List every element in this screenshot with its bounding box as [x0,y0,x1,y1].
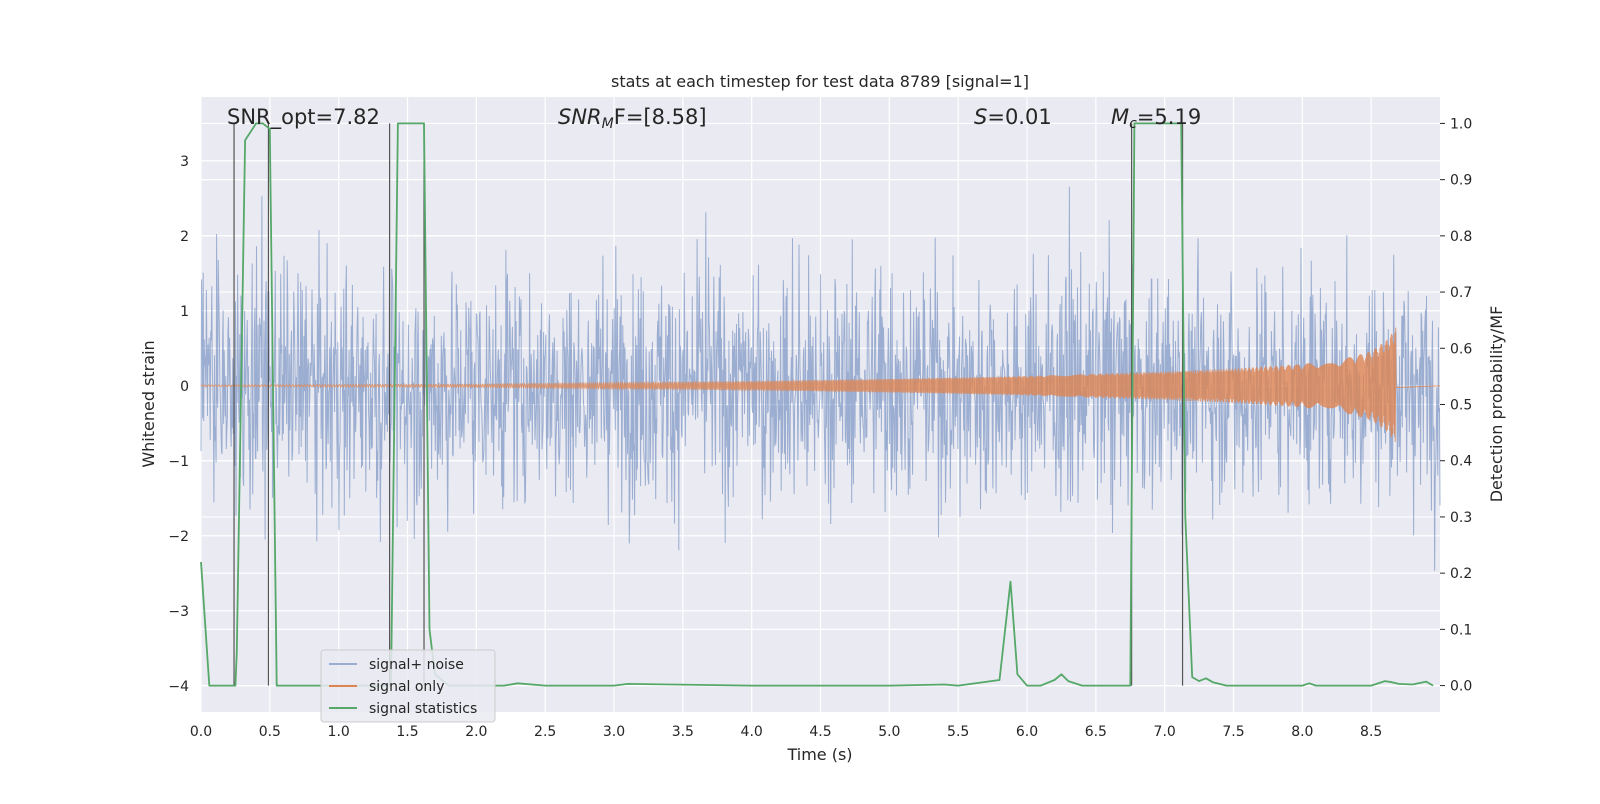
legend-label-signal-statistics: signal statistics [369,701,477,717]
annotation-snr-mf: SNRMF=[8.58] [558,105,707,132]
x-tick-label: 3.0 [603,724,625,740]
y-right-tick-label: 0.1 [1450,622,1472,638]
annotation-s-italic: S [974,105,987,129]
y-tick-label: 3 [180,154,189,170]
legend-label-signal-noise: signal+ noise [369,657,464,673]
y-right-tick-label: 0.3 [1450,510,1472,526]
signal-noise-line [200,186,1441,571]
annotation-s: S=0.01 [974,105,1052,129]
annotation-mc-sub: c [1129,116,1137,132]
y-tick-label: −3 [168,604,189,620]
x-tick-label: 0.0 [190,724,212,740]
annotation-snr-mf-sub: M [602,116,614,132]
y-right-tick-label: 0.2 [1450,566,1472,582]
chart-title: stats at each timestep for test data 878… [611,72,1029,91]
series-signal-noise [200,186,1441,571]
y-axis-label: Whitened strain [139,340,158,467]
y-tick-labels: −4 −3 −2 −1 0 1 2 3 [168,154,189,695]
y-right-tick-label: 0.5 [1450,398,1472,414]
annotation-snr-mf-rest: F=[8.58] [614,105,707,129]
x-tick-label: 6.0 [1016,724,1038,740]
x-tick-label: 8.0 [1291,724,1313,740]
annotation-mc-rest: =5.19 [1137,105,1201,129]
x-tick-label: 2.0 [465,724,487,740]
x-tick-label: 7.0 [1154,724,1176,740]
annotation-mc: Mc=5.19 [1111,105,1201,132]
x-tick-label: 4.0 [741,724,763,740]
y-tick-label: 2 [180,229,189,245]
x-tick-label: 1.0 [328,724,350,740]
annotation-mc-italic: M [1111,105,1129,129]
x-tick-label: 5.0 [878,724,900,740]
y-tick-label: −1 [168,454,189,470]
annotation-s-rest: =0.01 [987,105,1051,129]
y-tick-label: 0 [180,379,189,395]
y-right-tick-labels: 0.0 0.1 0.2 0.3 0.4 0.5 0.6 0.7 0.8 0.9 1.0 [1440,116,1472,695]
x-tick-label: 3.5 [672,724,694,740]
y-right-tick-label: 0.4 [1450,454,1472,470]
x-tick-label: 2.5 [534,724,556,740]
y-right-tick-label: 0.6 [1450,341,1472,357]
x-tick-label: 1.5 [396,724,418,740]
y-tick-label: 1 [180,304,189,320]
signal-only-line [200,327,1441,442]
x-tick-label: 7.5 [1222,724,1244,740]
y-tick-label: −2 [168,529,189,545]
x-tick-label: 8.5 [1360,724,1382,740]
x-axis-label: Time (s) [786,745,852,764]
grid [200,97,1440,712]
legend-box [320,649,496,723]
x-tick-label: 0.5 [259,724,281,740]
x-tick-label: 5.5 [947,724,969,740]
y-right-tick-label: 0.8 [1450,229,1472,245]
annotation-snr-mf-base: SNR [558,105,602,129]
y-right-tick-label: 0.0 [1450,679,1472,695]
x-tick-label: 6.5 [1085,724,1107,740]
x-tick-labels: 0.0 0.5 1.0 1.5 2.0 2.5 3.0 3.5 4.0 4.5 5.0 5.5 6.0 6… [190,724,1382,740]
series-signal-only [200,327,1441,442]
annotation-snr-opt: SNR_opt=7.82 [227,105,380,130]
y-right-tick-label: 1.0 [1450,116,1472,132]
legend-label-signal-only: signal only [369,679,444,695]
y-right-tick-label: 0.7 [1450,285,1472,301]
y-right-tick-label: 0.9 [1450,173,1472,189]
y-tick-label: −4 [168,679,189,695]
y-right-axis-label: Detection probability/MF [1487,306,1506,503]
legend: signal+ noise signal only signal statist… [320,649,496,723]
x-tick-label: 4.5 [809,724,831,740]
